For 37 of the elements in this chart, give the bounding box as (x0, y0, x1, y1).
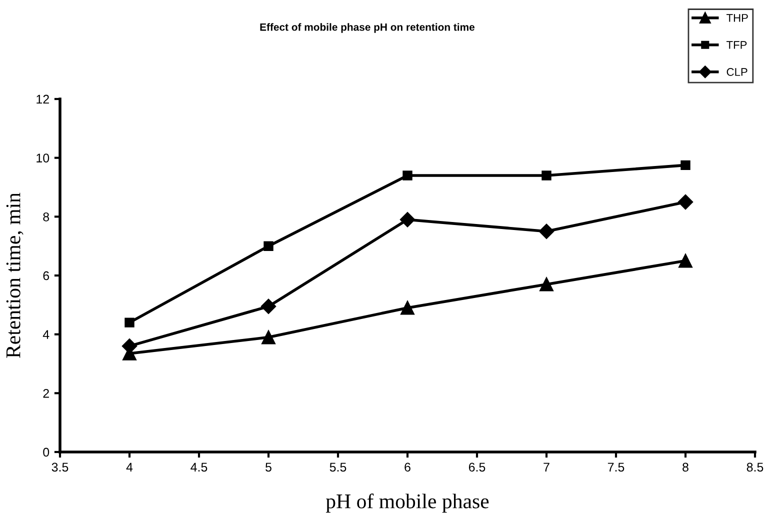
x-tick-label: 4 (126, 462, 133, 472)
point (260, 298, 276, 314)
point (678, 194, 694, 210)
legend-label: TFP (726, 41, 747, 49)
legend-label: CLP (726, 68, 748, 76)
y-axis-title: Retention time, min (6, 192, 24, 358)
x-tick-label: 6 (404, 462, 410, 472)
point (538, 224, 554, 239)
point (540, 277, 554, 292)
x-tick-label: 5.5 (330, 462, 346, 472)
point (262, 330, 276, 344)
x-axis-title: pH of mobile phase (326, 494, 489, 513)
y-tick-label: 8 (43, 212, 50, 222)
y-tick-label: 0 (43, 448, 50, 457)
x-tick-label: 3.5 (52, 462, 68, 472)
chart-title: Effect of mobile phase pH on retention time (260, 23, 474, 33)
point (124, 318, 134, 328)
point (402, 170, 412, 180)
y-tick-label: 10 (36, 154, 50, 162)
point (264, 241, 274, 251)
x-tick-label: 8 (682, 462, 688, 472)
y-tick-label: 6 (43, 271, 50, 280)
x-tick-label: 7 (544, 462, 550, 472)
y-tick-label: 2 (43, 388, 49, 398)
point (678, 254, 692, 268)
y-tick-label: 4 (42, 330, 50, 339)
x-tick-label: 4.5 (190, 462, 208, 472)
x-tick-label: 5 (266, 462, 272, 472)
point (542, 170, 552, 180)
point (400, 300, 414, 315)
x-tick-label: 8.5 (746, 462, 764, 472)
x-tick-label: 7.5 (608, 462, 624, 472)
y-tick-label: 12 (36, 94, 49, 104)
x-tick-label: 6.5 (468, 462, 486, 472)
legend-label: THP (726, 14, 748, 22)
point (400, 212, 416, 228)
point (680, 160, 690, 170)
